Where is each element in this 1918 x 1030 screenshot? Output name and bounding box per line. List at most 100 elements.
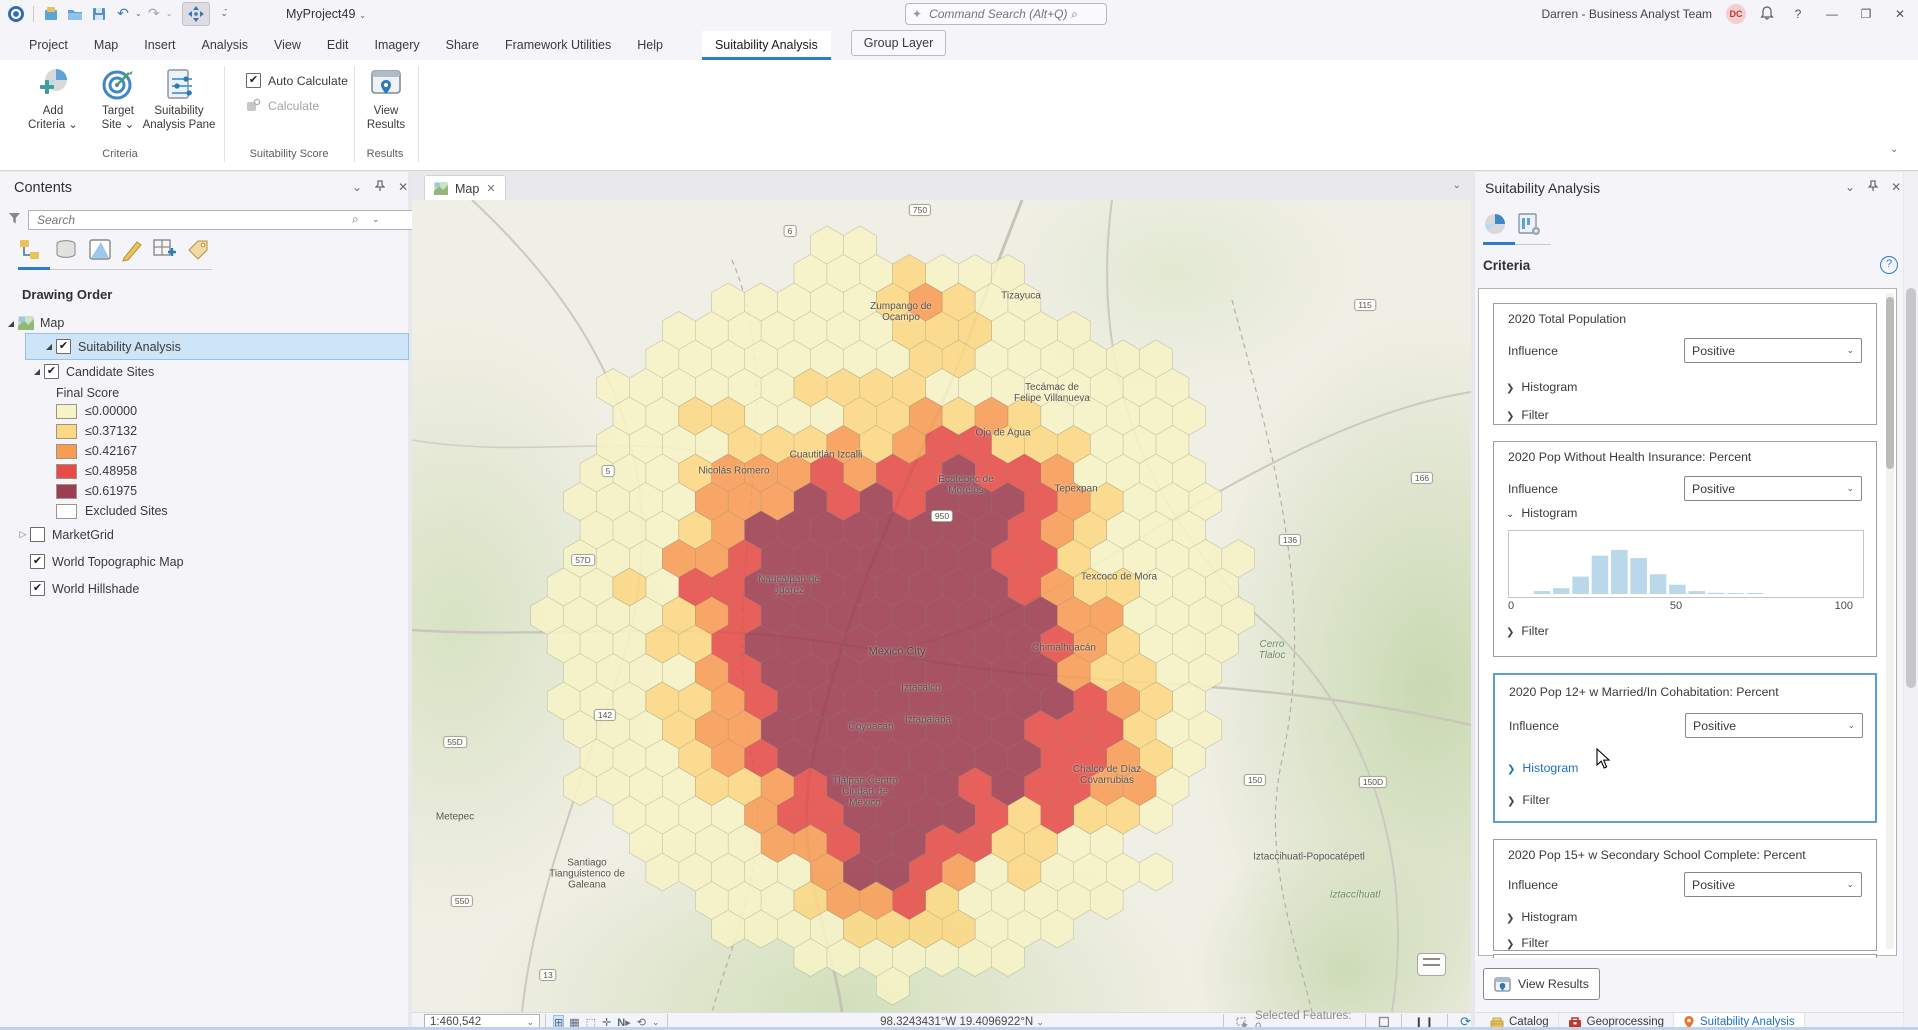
filter-expander[interactable]: ❯ Filter <box>1506 624 1549 638</box>
map-view-tab[interactable]: Map ✕ <box>424 175 506 201</box>
tab-group-layer[interactable]: Group Layer <box>850 30 947 56</box>
view-results-button[interactable]: View Results <box>1483 968 1600 1000</box>
restore-button[interactable]: ❐ <box>1860 6 1872 21</box>
layer-item-candidate-sites[interactable]: ◢ ✔ Candidate Sites <box>0 359 408 384</box>
search-options-icon[interactable]: ⌄ <box>372 214 380 224</box>
minimize-button[interactable]: — <box>1826 6 1838 21</box>
layer-checkbox[interactable]: ✔ <box>30 554 45 569</box>
command-search[interactable]: ✦ ⌕ <box>905 3 1107 25</box>
histogram-expander[interactable]: ❯ Histogram <box>1507 761 1579 775</box>
redo-icon[interactable]: ↷ <box>147 5 160 21</box>
collapse-icon[interactable]: ▷ <box>19 529 27 539</box>
layer-checkbox[interactable] <box>30 527 45 542</box>
save-project-icon[interactable] <box>90 5 108 23</box>
criteria-card-2[interactable]: 2020 Pop Without Health Insurance: Perce… <box>1493 441 1877 657</box>
layer-item-final-score[interactable]: Final Score <box>0 384 408 401</box>
avatar[interactable]: DC <box>1726 3 1746 24</box>
settings-tab-icon[interactable] <box>1517 212 1543 236</box>
search-icon[interactable]: ⌕ <box>352 212 359 226</box>
tab-suitability-analysis[interactable]: Suitability Analysis <box>701 31 831 60</box>
tab-map[interactable]: Map <box>93 38 119 52</box>
list-by-labeling-icon[interactable] <box>186 238 214 264</box>
list-by-snapping-icon[interactable] <box>152 238 180 264</box>
tools-chevron-icon[interactable]: ⌄ <box>651 1016 660 1027</box>
influence-select[interactable]: Positive ⌄ <box>1684 338 1862 363</box>
tab-edit[interactable]: Edit <box>326 38 349 52</box>
window-scrollbar[interactable] <box>1904 172 1918 1027</box>
criteria-scrollbar[interactable] <box>1886 293 1894 949</box>
close-pane-icon[interactable]: ✕ <box>398 180 409 194</box>
legend-item--0-61975[interactable]: ≤0.61975 <box>0 481 408 501</box>
pin-icon[interactable] <box>375 180 386 194</box>
undo-icon[interactable]: ↶ <box>117 5 129 21</box>
pause-drawing-icon[interactable]: ❙❙ <box>1413 1017 1436 1029</box>
criteria-card-4[interactable]: 2020 Pop 15+ w Secondary School Complete… <box>1493 839 1877 951</box>
list-by-drawing-order-icon[interactable] <box>18 238 46 264</box>
explore-tool-button[interactable] <box>182 1 211 26</box>
layer-item-marketgrid[interactable]: ▷ MarketGrid <box>0 521 408 548</box>
list-by-data-source-icon[interactable] <box>54 238 82 264</box>
suitability-analysis-pane-button[interactable]: Suitability Analysis Pane <box>140 65 218 132</box>
collapse-pane-icon[interactable]: ⌄ <box>352 180 363 194</box>
layer-checkbox[interactable]: ✔ <box>56 339 71 354</box>
criteria-card-1[interactable]: 2020 Total Population Influence Positive ⌄ ❯… <box>1493 303 1877 425</box>
layout-grid-tool-icon[interactable]: ⊞ <box>552 1014 565 1030</box>
filter-expander[interactable]: ❯ Filter <box>1506 936 1549 950</box>
grid-tool-icon[interactable]: ▦ <box>569 1016 580 1029</box>
snapping-tool-icon[interactable]: ⬚ <box>585 1016 597 1029</box>
legend-item-excluded-sites[interactable]: Excluded Sites <box>0 501 408 521</box>
project-name[interactable]: MyProject49 ⌄ <box>285 6 367 21</box>
filter-expander[interactable]: ❯ Filter <box>1506 408 1549 422</box>
contents-search-input[interactable] <box>28 210 418 230</box>
map-canvas[interactable]: Zumpango de Ocampo Tizayuca Tecámac de Felip… <box>412 200 1471 1012</box>
tab-framework-utilities[interactable]: Framework Utilities <box>504 38 612 52</box>
map-overview-button[interactable] <box>1417 953 1446 976</box>
influence-select[interactable]: Positive ⌄ <box>1684 476 1862 501</box>
layer-item-suitability-analysis[interactable]: ◢ ✔ Suitability Analysis <box>25 333 409 360</box>
filter-expander[interactable]: ❯ Filter <box>1507 793 1550 807</box>
tab-analysis[interactable]: Analysis <box>201 38 249 52</box>
filter-icon[interactable] <box>8 212 21 225</box>
list-by-selection-icon[interactable] <box>88 238 116 264</box>
bottom-tab-suitability-analysis[interactable]: Suitability Analysis <box>1674 1013 1805 1030</box>
tab-view[interactable]: View <box>274 38 301 52</box>
layer-item-world-topographic-map[interactable]: ✔ World Topographic Map <box>0 548 408 575</box>
criteria-card-3[interactable]: 2020 Pop 12+ w Married/In Cohabitation: … <box>1493 673 1877 823</box>
list-by-editing-icon[interactable] <box>120 238 148 264</box>
rotate-tool-icon[interactable]: ⟲ <box>636 1016 646 1029</box>
open-project-icon[interactable] <box>66 5 84 23</box>
tab-imagery[interactable]: Imagery <box>374 38 420 52</box>
close-pane-icon[interactable]: ✕ <box>1891 180 1902 194</box>
notifications-bell-icon[interactable] <box>1760 6 1774 21</box>
legend-item--0-42167[interactable]: ≤0.42167 <box>0 441 408 461</box>
map-coordinates[interactable]: 98.3243431°W 19.4096922°N ⌄ <box>880 1016 1044 1028</box>
close-map-tab-icon[interactable]: ✕ <box>486 183 496 195</box>
crosshair-tool-icon[interactable]: ✛ <box>602 1016 612 1029</box>
command-search-input[interactable] <box>927 6 1072 22</box>
clear-selection-icon[interactable] <box>1378 1016 1389 1028</box>
expand-icon[interactable]: ◢ <box>45 342 53 351</box>
undo-dropdown-icon[interactable]: ⌄ <box>135 9 142 18</box>
layer-item-world-hillshade[interactable]: ✔ World Hillshade <box>0 575 408 602</box>
tab-help[interactable]: Help <box>637 38 663 52</box>
target-site-button[interactable]: Target Site ⌄ <box>92 65 144 132</box>
tab-share[interactable]: Share <box>445 38 479 52</box>
histogram-expander[interactable]: ⌄ Histogram <box>1506 506 1578 520</box>
add-criteria-button[interactable]: Add Criteria ⌄ <box>22 65 84 132</box>
tabstrip-chevron-icon[interactable]: ⌄ <box>1452 180 1461 191</box>
collapse-pane-icon[interactable]: ⌄ <box>1845 180 1856 194</box>
legend-item--0-48958[interactable]: ≤0.48958 <box>0 461 408 481</box>
expand-icon[interactable]: ◢ <box>33 367 41 376</box>
expand-icon[interactable]: ◢ <box>7 318 15 328</box>
help-icon[interactable]: ? <box>1880 256 1898 274</box>
pin-icon[interactable] <box>1868 180 1879 194</box>
map-scale-select[interactable]: 1:460,542 ⌄ <box>424 1013 540 1030</box>
view-results-button-ribbon[interactable]: View Results <box>362 65 410 132</box>
influence-select[interactable]: Positive ⌄ <box>1684 872 1862 897</box>
refresh-icon[interactable]: ⟳ <box>1460 1014 1471 1029</box>
layer-checkbox[interactable]: ✔ <box>30 581 45 596</box>
north-arrow-tool-icon[interactable]: N▸ <box>617 1016 631 1029</box>
layer-checkbox[interactable]: ✔ <box>44 364 59 379</box>
layer-item-map[interactable]: ◢ Map <box>0 312 408 334</box>
bottom-tab-geoprocessing[interactable]: Geoprocessing <box>1559 1013 1674 1030</box>
